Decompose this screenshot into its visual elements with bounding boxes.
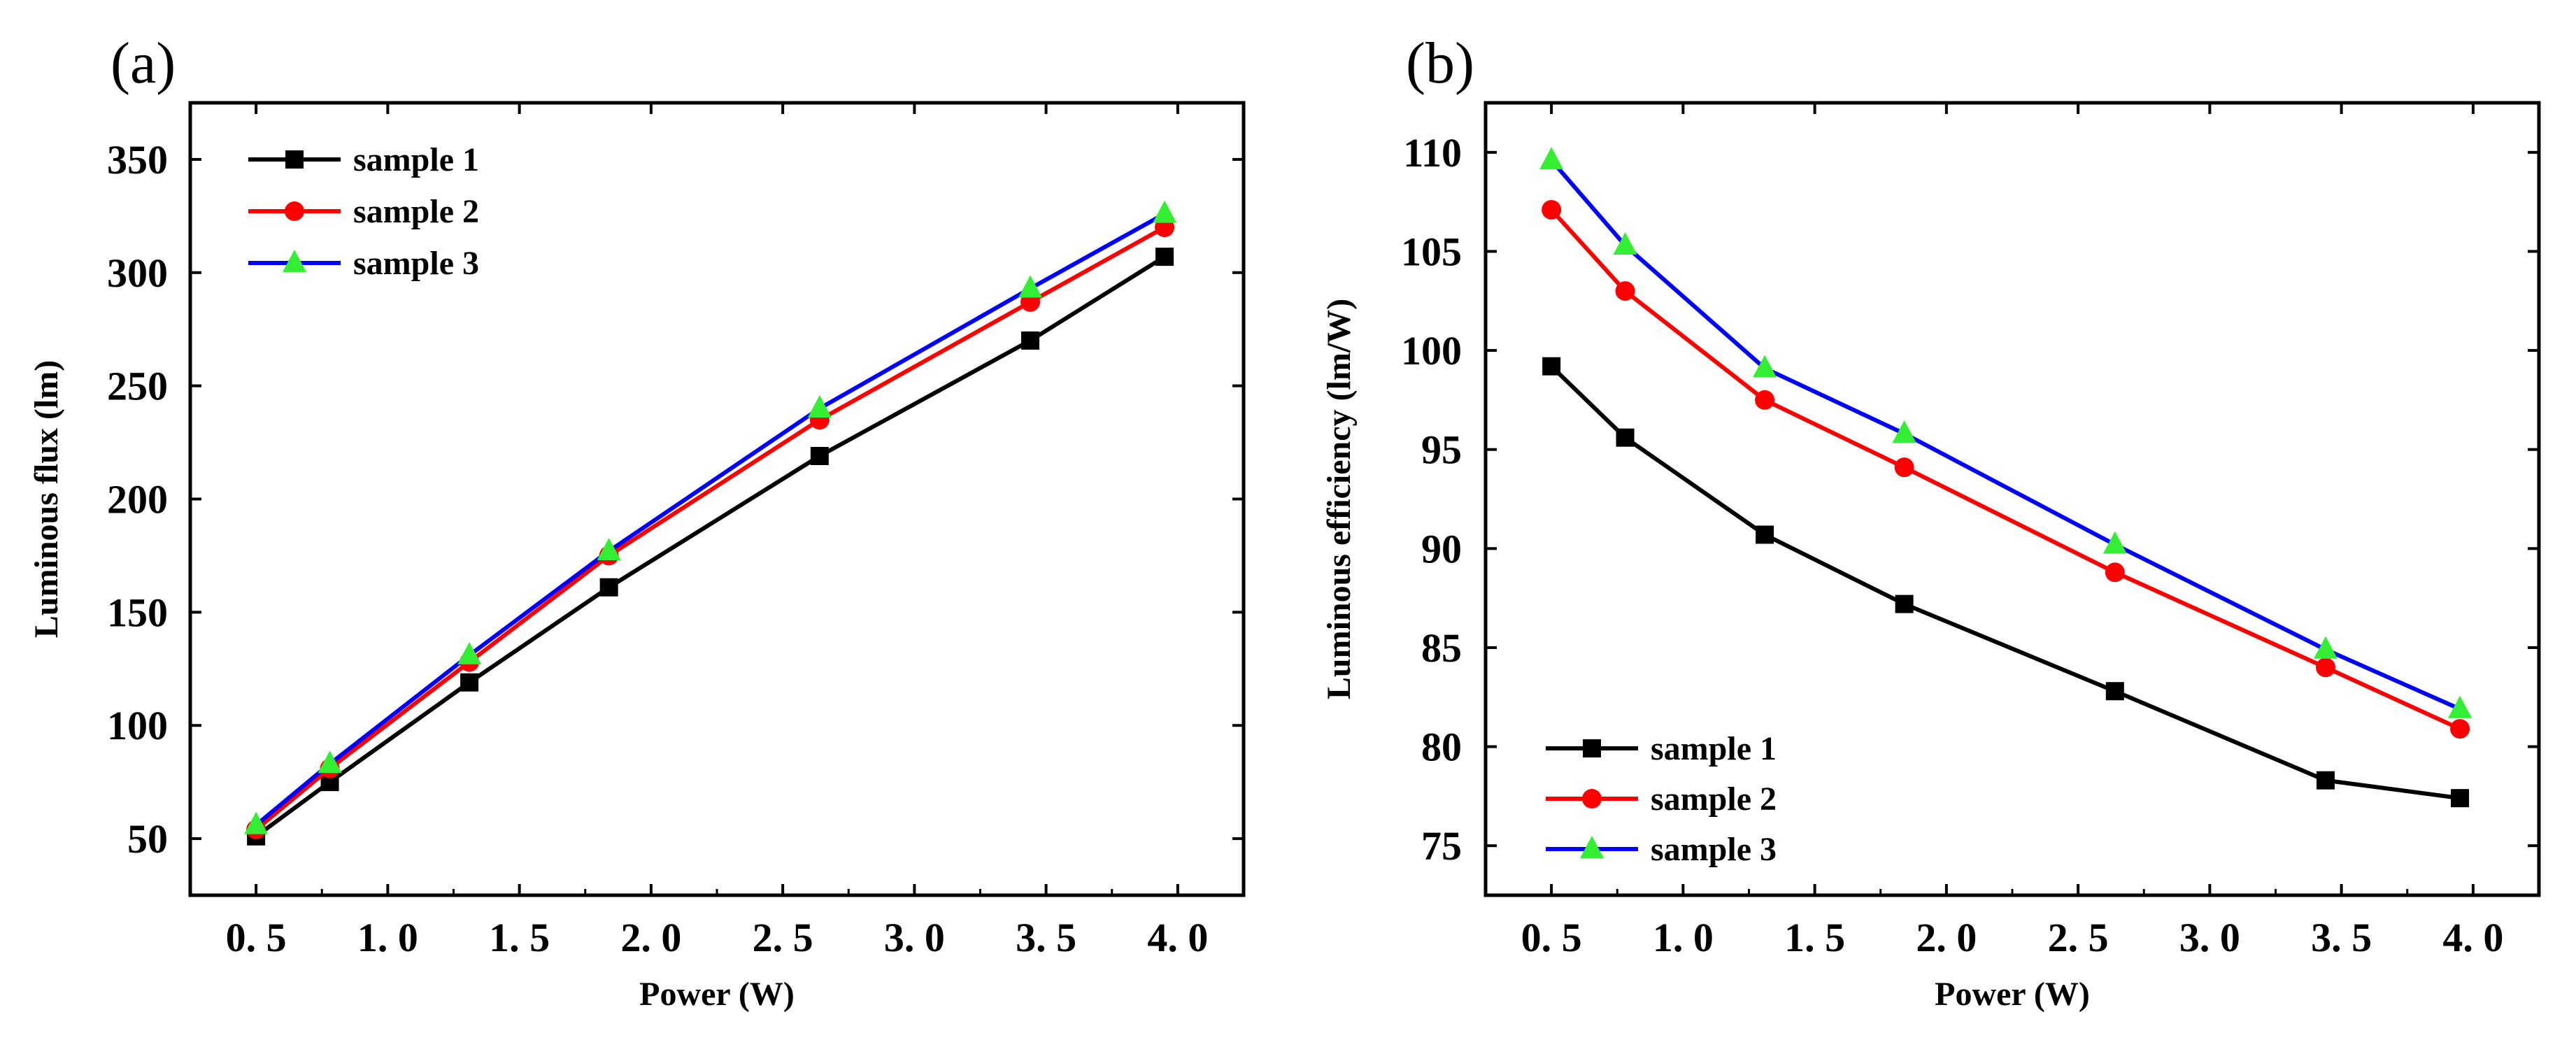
data-point [1753, 355, 1777, 378]
panel-label: (b) [1406, 31, 1474, 96]
data-point [1894, 457, 1914, 478]
legend-marker [285, 201, 304, 221]
data-point [2105, 682, 2124, 701]
chart-panel-a: (a) 0. 5 1. 0 1. 5 2. 0 2. 5 3. 0 3. 5 4. 0 50 100… [28, 31, 1246, 1013]
x-tick-label: 3. 0 [884, 915, 945, 960]
data-point [2102, 531, 2127, 554]
x-tick-label: 1. 5 [489, 915, 550, 960]
y-tick-label: 110 [1403, 130, 1462, 176]
y-tick-label: 95 [1421, 427, 1462, 473]
x-tick-label: 2. 0 [1916, 915, 1977, 960]
series-2 [246, 218, 1175, 840]
y-tick-label: 350 [107, 137, 168, 183]
data-point [1616, 428, 1635, 447]
x-tick-label: 4. 0 [1147, 915, 1208, 960]
data-point [1892, 420, 1916, 443]
y-tick-label: 80 [1421, 725, 1462, 770]
legend-marker [283, 250, 306, 272]
data-point [1755, 390, 1775, 410]
data-point [597, 537, 621, 560]
y-tick-label: 150 [107, 590, 168, 635]
series-line [1549, 159, 2461, 711]
y-tick-label: 90 [1421, 526, 1462, 571]
y-tick-label: 85 [1421, 625, 1462, 671]
panel-label: (a) [111, 31, 176, 96]
data-point [2105, 562, 2125, 583]
legend-label: sample 2 [1651, 781, 1777, 818]
y-tick-label: 100 [107, 703, 168, 748]
x-tick-label: 2. 5 [753, 915, 813, 960]
x-tick-label: 0. 5 [226, 915, 287, 960]
data-point [1895, 594, 1914, 613]
y-axis-title: Luminous flux (lm) [28, 360, 65, 638]
y-tick-label: 75 [1421, 823, 1462, 869]
y-tick-label: 250 [107, 364, 168, 409]
data-point [2448, 695, 2472, 718]
x-tick-label: 1. 0 [1653, 915, 1714, 960]
x-tick-label: 1. 0 [357, 915, 418, 960]
x-tick-label: 2. 0 [620, 915, 681, 960]
x-tick-label: 1. 5 [1784, 915, 1845, 960]
series-3 [1539, 147, 2472, 718]
data-point [807, 395, 832, 418]
x-tick-label: 3. 0 [2179, 915, 2240, 960]
x-axis-title: Power (W) [639, 976, 795, 1013]
y-axis-title: Luminous efficiency (lm/W) [1321, 299, 1358, 699]
data-point [460, 673, 479, 692]
x-tick-label: 3. 5 [2311, 915, 2372, 960]
legend-marker [1580, 836, 1604, 858]
data-point [1756, 525, 1774, 544]
data-point [1539, 147, 1564, 170]
x-tick-label: 4. 0 [2442, 915, 2503, 960]
x-axis-title: Power (W) [1935, 976, 2090, 1013]
data-point [1018, 275, 1043, 298]
y-tick-label: 300 [107, 250, 168, 296]
data-point [599, 578, 618, 597]
data-point [1615, 281, 1635, 301]
legend-label: sample 1 [353, 141, 479, 178]
data-point [457, 641, 482, 664]
data-point [2314, 636, 2338, 659]
data-point [810, 446, 829, 465]
y-tick-label: 105 [1401, 229, 1462, 274]
legend-marker [1583, 739, 1601, 757]
legend-label: sample 3 [1651, 831, 1777, 868]
plot-frame [1483, 101, 2541, 897]
y-tick-label: 50 [127, 816, 168, 862]
data-point [1542, 357, 1561, 376]
series-3 [244, 200, 1177, 834]
data-point [1153, 200, 1177, 223]
legend-marker [1582, 789, 1602, 809]
data-point [2450, 719, 2470, 739]
legend: sample 1 sample 2 sample 3 [1546, 730, 1777, 868]
series-1 [247, 248, 1174, 846]
legend-label: sample 3 [353, 245, 479, 282]
legend-marker [285, 150, 304, 169]
legend-label: sample 2 [353, 193, 479, 230]
data-point [244, 811, 269, 834]
data-point [1155, 248, 1174, 266]
legend-label: sample 1 [1651, 730, 1777, 767]
series-2 [1542, 199, 2470, 739]
data-point [2316, 657, 2336, 678]
x-tick-label: 2. 5 [2048, 915, 2109, 960]
data-point [2451, 789, 2470, 808]
plot-frame [188, 101, 1246, 897]
data-point [1542, 199, 1562, 220]
y-tick-label: 100 [1401, 328, 1462, 373]
chart-panel-b: (b) 0. 5 1. 0 1. 5 2. 0 2. 5 3. 0 3. 5 4. 0 75 80 8… [1321, 31, 2541, 1013]
data-point [2317, 771, 2335, 790]
legend: sample 1 sample 2 sample 3 [248, 141, 479, 282]
x-tick-label: 0. 5 [1521, 915, 1582, 960]
x-tick-label: 3. 5 [1016, 915, 1076, 960]
y-tick-label: 200 [107, 477, 168, 522]
data-point [1613, 232, 1637, 255]
series-1 [1542, 357, 2470, 808]
data-point [1021, 331, 1040, 350]
data-point [318, 750, 342, 774]
